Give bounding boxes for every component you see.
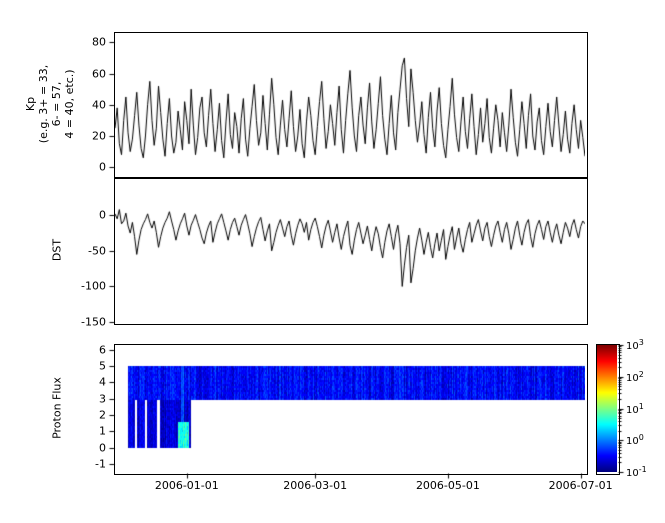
proton-flux-heatmap-canvas <box>115 345 585 472</box>
y-tick-label: 80 <box>92 35 106 49</box>
kp-ylabel-line: Kp <box>24 96 37 112</box>
y-tick-label: -100 <box>81 279 106 293</box>
x-tick-label: 2006-03-01 <box>283 479 348 492</box>
kp-ylabel-line: 6- = 57, <box>50 81 63 127</box>
x-tick-label: 2006-01-01 <box>154 479 219 492</box>
y-tick-label: -50 <box>88 244 106 258</box>
dst-panel <box>114 178 588 325</box>
y-tick-label: 0 <box>99 441 106 455</box>
y-tick-label: 1 <box>99 424 106 438</box>
y-tick-label: 4 <box>99 375 106 389</box>
colorbar-tick-label: 101 <box>626 401 644 416</box>
kp-ylabel-line: (e.g. 3+ = 33, <box>37 64 50 144</box>
colorbar-tick-label: 10-1 <box>626 464 647 480</box>
proton-flux-ylabel: Proton Flux <box>50 377 64 439</box>
y-tick-label: -150 <box>81 315 106 329</box>
y-tick-label: 40 <box>92 98 106 112</box>
kp-plot-canvas <box>115 33 585 175</box>
y-tick-label: 60 <box>92 67 106 81</box>
kp-ylabel: Kp (e.g. 3+ = 33, 6- = 57, 4 = 40, etc.) <box>24 65 76 143</box>
kp-ylabel-line: 4 = 40, etc.) <box>63 69 76 139</box>
dst-ylabel: DST <box>50 238 64 262</box>
colorbar <box>596 344 620 475</box>
y-tick-label: 5 <box>99 359 106 373</box>
proton-flux-panel <box>114 344 588 475</box>
y-tick-label: 3 <box>99 392 106 406</box>
y-tick-label: -1 <box>95 457 106 471</box>
y-tick-label: 20 <box>92 129 106 143</box>
y-tick-label: 6 <box>99 343 106 357</box>
colorbar-tick-label: 102 <box>626 369 644 384</box>
colorbar-tick-label: 103 <box>626 337 644 353</box>
x-tick-label: 2006-07-01 <box>548 479 613 492</box>
colorbar-tick-label: 100 <box>626 433 644 448</box>
y-tick-label: 2 <box>99 408 106 422</box>
kp-panel <box>114 32 588 178</box>
dst-plot-canvas <box>115 179 585 322</box>
y-tick-label: 0 <box>99 160 106 174</box>
x-tick-label: 2006-05-01 <box>415 479 480 492</box>
y-tick-label: 0 <box>99 208 106 222</box>
colorbar-canvas <box>597 345 617 472</box>
